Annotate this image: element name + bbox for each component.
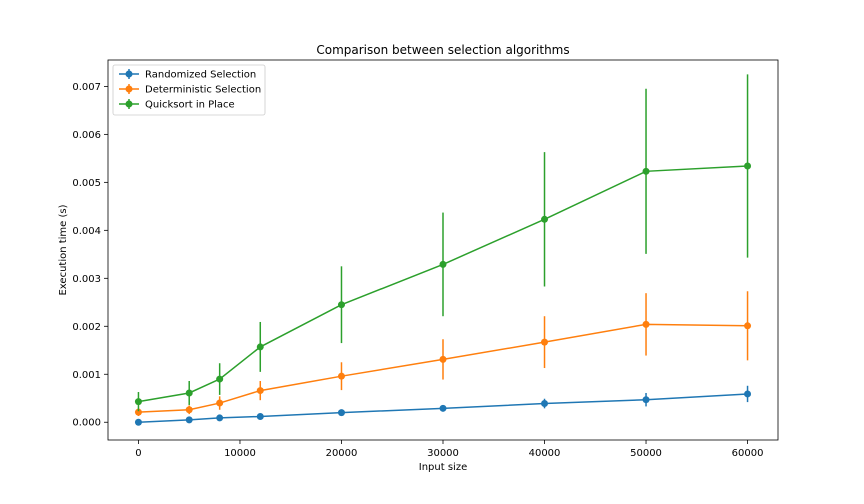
data-point xyxy=(256,412,264,420)
data-point xyxy=(541,338,549,346)
plot-area xyxy=(134,74,752,426)
y-tick-label: 0.000 xyxy=(72,418,101,429)
data-point xyxy=(256,387,264,395)
x-tick-label: 40000 xyxy=(529,448,561,459)
x-tick-label: 20000 xyxy=(326,448,358,459)
x-axis-label: Input size xyxy=(419,462,467,473)
y-tick-label: 0.006 xyxy=(72,130,101,141)
data-point xyxy=(216,375,224,383)
chart-title: Comparison between selection algorithms xyxy=(316,43,569,57)
y-tick-label: 0.003 xyxy=(72,274,101,285)
x-axis: 0 10000 20000 30000 40000 50000 60000 xyxy=(135,440,763,459)
x-tick-label: 50000 xyxy=(630,448,662,459)
x-tick-label: 30000 xyxy=(427,448,459,459)
legend-swatch-marker xyxy=(125,100,133,108)
plot-frame xyxy=(107,59,779,441)
series-0 xyxy=(134,385,752,426)
data-point xyxy=(337,372,345,380)
data-point xyxy=(134,408,142,416)
y-tick-label: 0.002 xyxy=(72,322,101,333)
y-tick-label: 0.001 xyxy=(72,370,101,381)
legend-label: Randomized Selection xyxy=(145,70,256,81)
legend-swatch-marker xyxy=(125,85,133,93)
data-point xyxy=(439,404,447,412)
data-point xyxy=(642,167,650,175)
data-point xyxy=(541,400,549,408)
legend-box xyxy=(112,64,266,116)
data-point xyxy=(642,320,650,328)
y-tick-label: 0.007 xyxy=(72,82,101,93)
data-point xyxy=(744,322,752,330)
data-point xyxy=(642,396,650,404)
data-point xyxy=(134,398,142,406)
legend-label: Deterministic Selection xyxy=(145,85,261,96)
x-tick-label: 0 xyxy=(135,448,141,459)
data-point xyxy=(439,355,447,363)
data-point xyxy=(185,389,193,397)
data-point xyxy=(337,409,345,417)
legend: Randomized Selection Deterministic Select… xyxy=(112,64,266,116)
x-tick-label: 60000 xyxy=(732,448,764,459)
data-point xyxy=(216,399,224,407)
legend-swatch-marker xyxy=(125,70,133,78)
data-point xyxy=(337,301,345,309)
x-tick-label: 10000 xyxy=(224,448,256,459)
legend-label: Quicksort in Place xyxy=(145,100,235,111)
data-point xyxy=(439,260,447,268)
data-point xyxy=(541,215,549,223)
data-point xyxy=(185,416,193,424)
data-point xyxy=(744,162,752,170)
data-point xyxy=(744,390,752,398)
y-tick-label: 0.005 xyxy=(72,178,101,189)
y-axis: 0.000 0.001 0.002 0.003 0.004 0.005 0.006 0.007 xyxy=(72,82,108,429)
y-axis-label: Execution time (s) xyxy=(58,204,69,295)
data-point xyxy=(134,418,142,426)
data-point xyxy=(256,343,264,351)
series-1 xyxy=(134,291,752,417)
data-point xyxy=(216,414,224,422)
y-tick-label: 0.004 xyxy=(72,226,101,237)
data-point xyxy=(185,406,193,414)
series-2 xyxy=(134,74,752,412)
